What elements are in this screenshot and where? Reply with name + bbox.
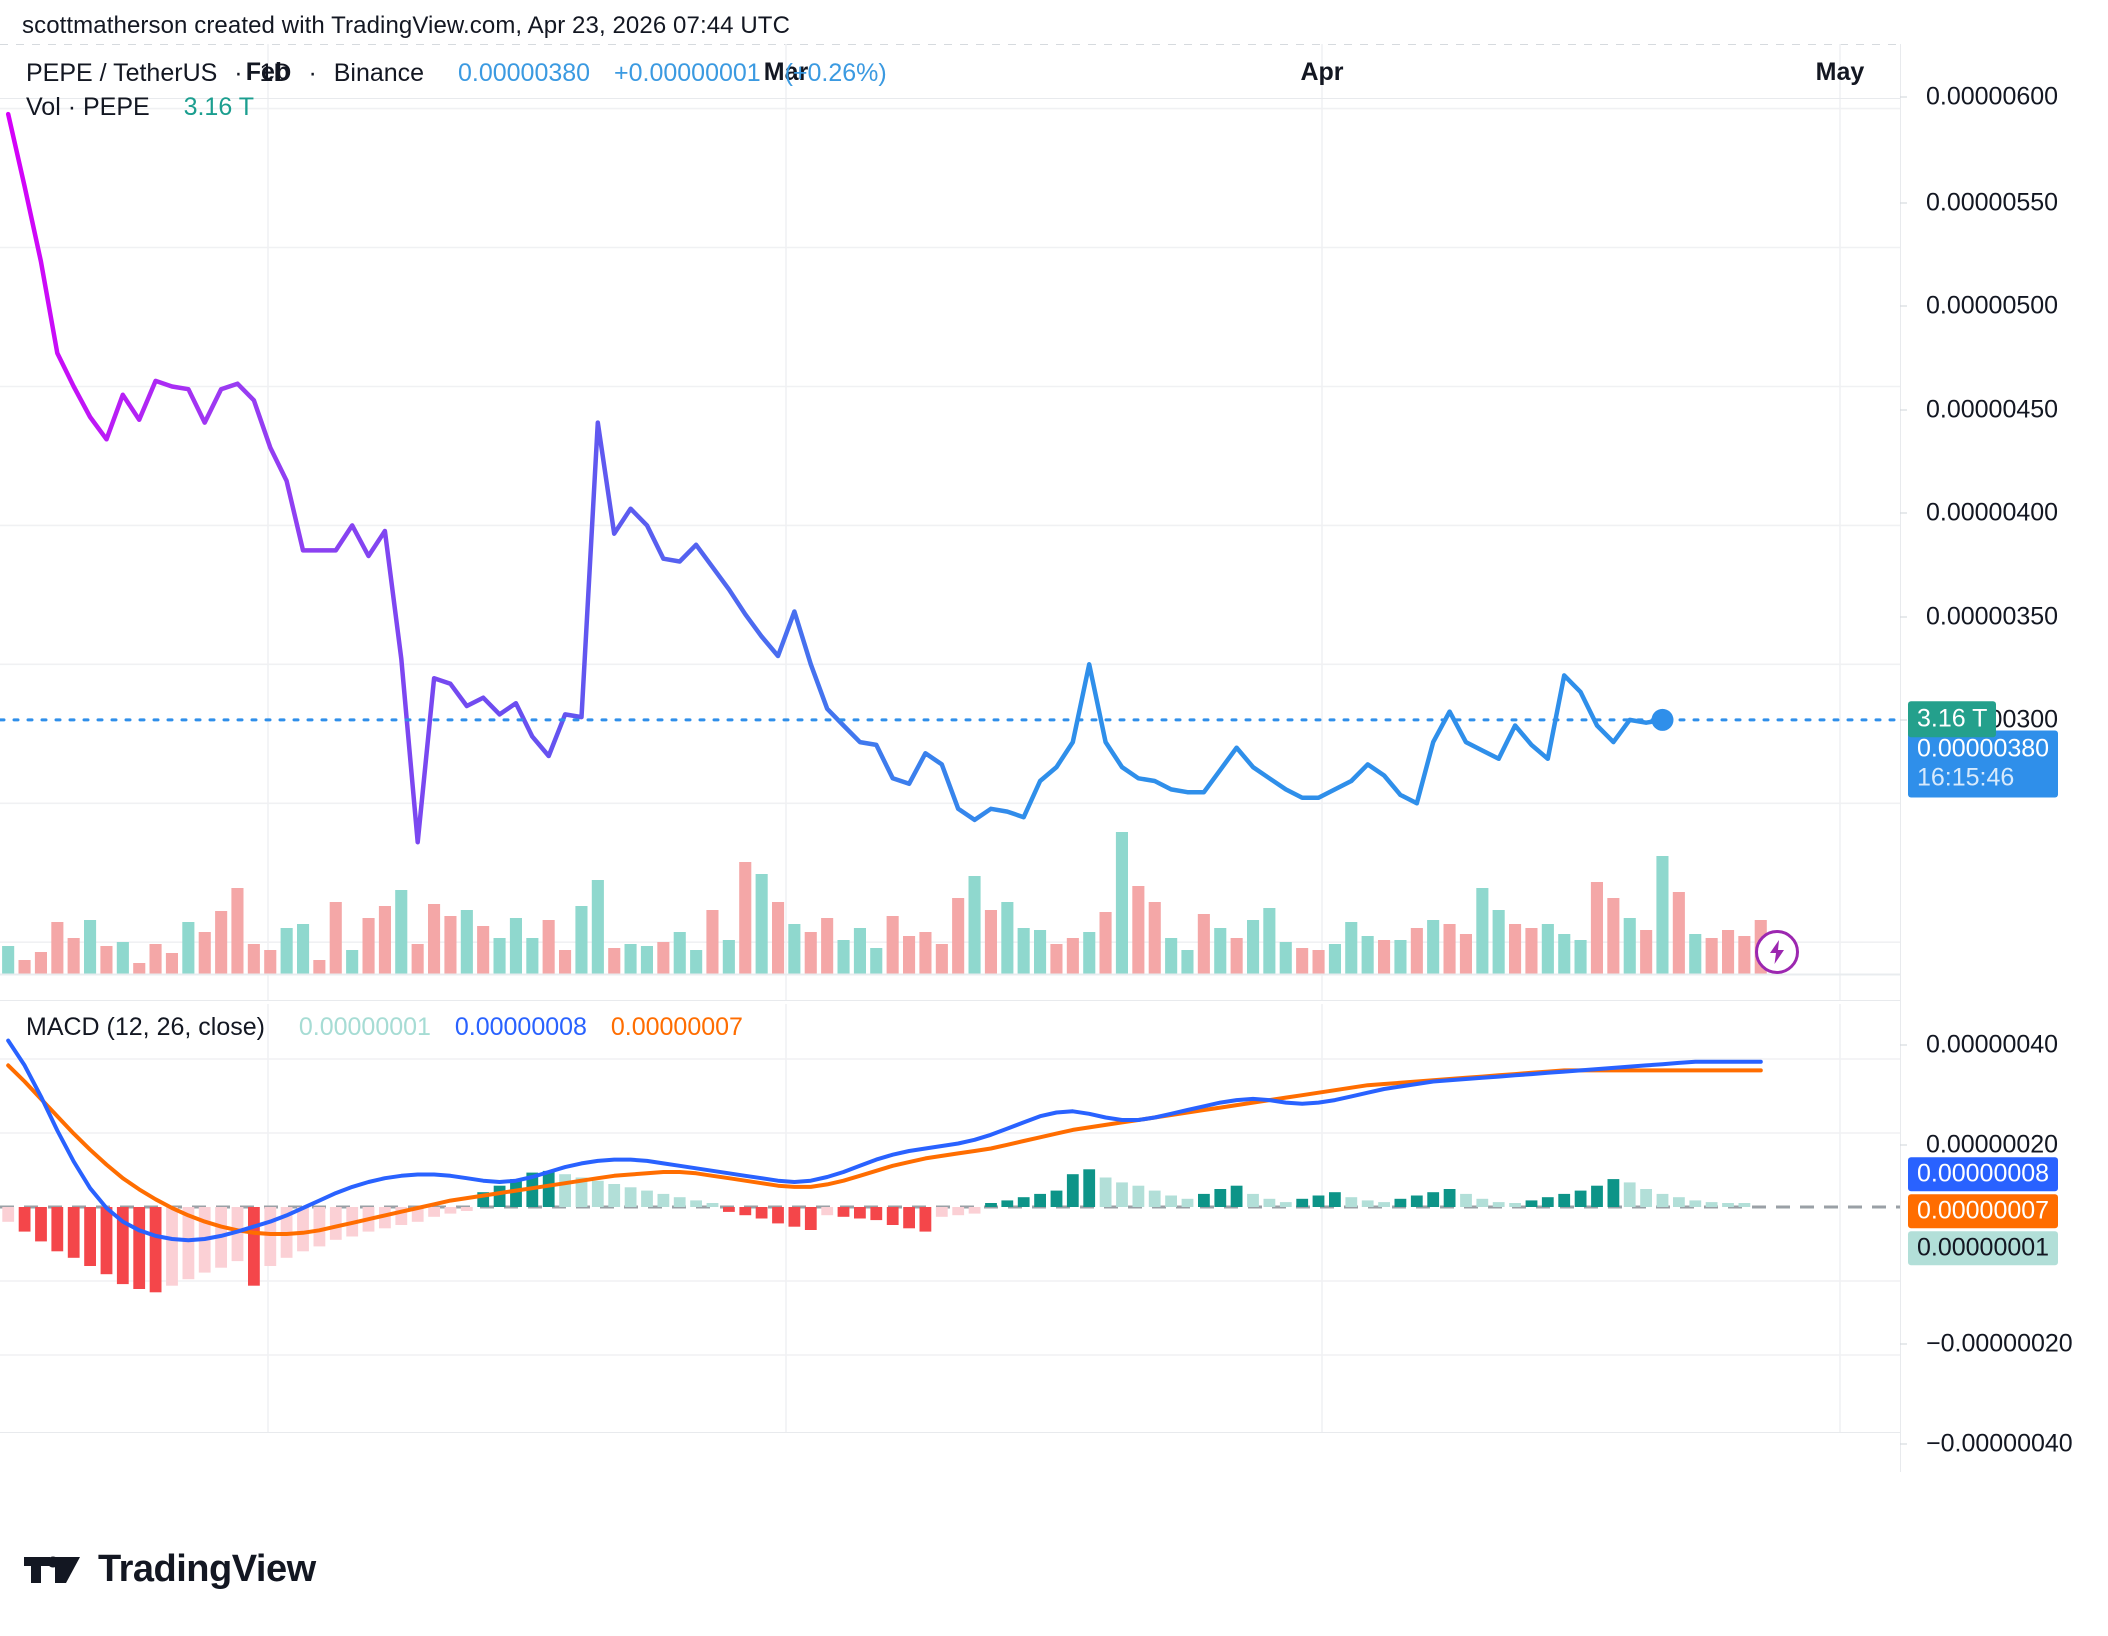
time-label-feb: Feb [245, 58, 291, 86]
time-label-apr: Apr [1300, 58, 1344, 86]
tradingview-brand-label: TradingView [98, 1548, 316, 1590]
price-axis-separator [1900, 44, 1901, 1472]
price-plot [0, 44, 1902, 1000]
pane-divider-top [0, 1000, 1900, 1001]
price-tick-550: 0.00000550 [1926, 188, 2059, 217]
footer-branding[interactable]: TradingView [22, 1548, 316, 1591]
price-tick-450: 0.00000450 [1926, 395, 2059, 424]
legend-change-pct: (+0.26%) [784, 59, 887, 87]
legend-exchange: Binance [333, 59, 425, 87]
legend-last-price: 0.00000380 [458, 59, 591, 87]
macd-legend[interactable]: MACD (12, 26, close) 0.00000001 0.000000… [26, 1010, 743, 1044]
macd-pane[interactable]: MACD (12, 26, close) 0.00000001 0.000000… [0, 1004, 1900, 1432]
macd-tick-pos20: 0.00000020 [1926, 1130, 2059, 1159]
volume-legend-value: 3.16 T [183, 93, 255, 121]
attribution-text: scottmatherson created with TradingView.… [22, 12, 790, 39]
time-label-mar: Mar [763, 58, 809, 86]
legend-interval: 1D [259, 59, 292, 87]
macd-plot [0, 1004, 1900, 1432]
top-dashed-border [0, 44, 1900, 45]
price-tick-400: 0.00000400 [1926, 498, 2059, 527]
legend-sep-2: · [308, 59, 317, 87]
price-tick-500: 0.00000500 [1926, 291, 2059, 320]
hist-value-badge[interactable]: 0.00000001 [1908, 1231, 2059, 1265]
legend-change-abs: +0.00000001 [614, 59, 761, 87]
macd-tick-pos40: 0.00000040 [1926, 1030, 2059, 1059]
macd-legend-signal: 0.00000007 [610, 1013, 743, 1041]
volume-value-badge[interactable]: 3.16 T [1908, 701, 1997, 737]
price-pane[interactable]: PEPE / TetherUS · 1D · Binance 0.0000038… [0, 44, 1902, 1000]
price-axis[interactable]: 0.00000600 0.00000550 0.00000500 0.00000… [1900, 44, 2108, 1472]
macd-legend-macd: 0.00000008 [454, 1013, 587, 1041]
macd-legend-title: MACD (12, 26, close) [26, 1013, 265, 1041]
price-tick-350: 0.00000350 [1926, 602, 2059, 631]
current-price-value: 0.00000380 [1917, 734, 2050, 763]
time-axis-separator [0, 98, 1900, 99]
macd-legend-hist: 0.00000001 [298, 1013, 431, 1041]
macd-tick-neg40: −0.00000040 [1926, 1429, 2073, 1458]
time-label-may: May [1815, 58, 1865, 86]
legend-sep-1: · [234, 59, 243, 87]
chart-frame: PEPE / TetherUS · 1D · Binance 0.0000038… [0, 44, 1902, 1472]
legend-symbol: PEPE / TetherUS [26, 59, 218, 87]
tradingview-logo-icon [24, 1556, 80, 1583]
signal-value-badge[interactable]: 0.00000007 [1908, 1194, 2059, 1228]
macd-value-badge[interactable]: 0.00000008 [1908, 1157, 2059, 1191]
price-tick-600: 0.00000600 [1926, 82, 2059, 111]
time-axis[interactable]: Feb Mar Apr May [0, 44, 1900, 104]
macd-tick-neg20: −0.00000020 [1926, 1329, 2073, 1358]
bar-countdown: 16:15:46 [1917, 763, 2015, 792]
lightning-bolt-icon[interactable] [1755, 930, 1800, 974]
current-price-badge[interactable]: 0.00000380 16:15:46 [1908, 730, 2059, 798]
volume-legend-title: Vol · PEPE [26, 93, 150, 121]
pane-divider-bottom [0, 1432, 1900, 1433]
price-legend[interactable]: PEPE / TetherUS · 1D · Binance 0.0000038… [26, 56, 887, 90]
volume-legend[interactable]: Vol · PEPE 3.16 T [26, 90, 254, 124]
